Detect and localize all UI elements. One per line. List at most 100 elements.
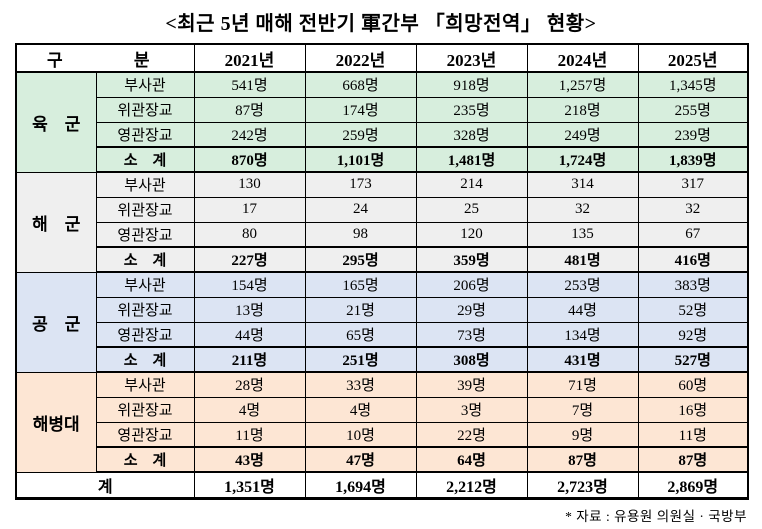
value-cell: 165명 [304,271,417,298]
total-value-cell: 2,723명 [526,471,639,499]
value-cell: 255명 [637,96,749,123]
value-cell: 668명 [304,71,417,98]
value-cell: 87명 [193,96,306,123]
header-cell-year-2021: 2021년 [193,43,306,73]
table-row: 위관장교 4명 4명 3명 7명 16명 [16,396,749,423]
value-cell: 52명 [637,296,749,323]
value-cell: 206명 [415,271,528,298]
value-cell: 174명 [304,96,417,123]
value-cell: 328명 [415,121,528,148]
value-cell: 32 [526,196,639,223]
value-cell: 3명 [415,396,528,423]
rank-cell: 부사관 [95,71,195,98]
table-row: 해병대 부사관 28명 33명 39명 71명 60명 [15,371,749,473]
value-cell: 918명 [415,71,528,98]
rank-cell: 위관장교 [95,396,195,423]
total-label: 계 [15,471,195,499]
value-cell: 80 [193,221,306,248]
value-cell: 87명 [526,446,639,473]
total-value-cell: 1,694명 [304,471,417,499]
value-cell: 43명 [193,446,306,473]
value-cell: 295명 [304,246,417,273]
rank-cell: 위관장교 [95,96,195,123]
value-cell: 134명 [526,321,639,348]
value-cell: 29명 [415,296,528,323]
rank-cell: 위관장교 [95,196,195,223]
rank-cell: 위관장교 [95,296,195,323]
value-cell: 1,724명 [526,146,639,173]
rank-cell: 영관장교 [95,421,195,448]
value-cell: 218명 [526,96,639,123]
value-cell: 227명 [193,246,306,273]
value-cell: 242명 [193,121,306,148]
value-cell: 251명 [304,346,417,373]
value-cell: 1,345명 [637,71,749,98]
value-cell: 92명 [637,321,749,348]
branch-cell-marines: 해병대 [15,371,97,473]
value-cell: 239명 [637,121,749,148]
value-cell: 9명 [526,421,639,448]
page-title: <최근 5년 매해 전반기 軍간부 「희망전역」 현황> [165,13,597,35]
value-cell: 44명 [193,321,306,348]
data-table: 구 분 2021년 2022년 2023년 2024년 2025년 육 군 부사… [15,43,749,500]
table-row: 육 군 부사관 541명 668명 918명 1,257명 1,345명 [15,71,749,173]
value-cell: 71명 [526,371,639,398]
subtotal-row-navy: 소 계 227명 295명 359명 481명 416명 [16,246,749,273]
value-cell: 431명 [526,346,639,373]
table-row: 위관장교 13명 21명 29명 44명 52명 [16,296,749,323]
value-cell: 98 [304,221,417,248]
value-cell: 154명 [193,271,306,298]
value-cell: 235명 [415,96,528,123]
value-cell: 11명 [193,421,306,448]
table-row: 영관장교 44명 65명 73명 134명 92명 [16,321,749,348]
value-cell: 527명 [637,346,749,373]
rank-cell: 부사관 [95,371,195,398]
rank-cell: 부사관 [95,171,195,198]
table-row: 위관장교 17 24 25 32 32 [16,196,749,223]
value-cell: 383명 [637,271,749,298]
value-cell: 4명 [304,396,417,423]
value-cell: 87명 [637,446,749,473]
table-row: 해 군 부사관 130 173 214 314 317 [15,171,749,273]
rank-cell: 소 계 [95,346,195,373]
header-cell-year-2024: 2024년 [526,43,639,73]
rank-cell: 영관장교 [95,121,195,148]
value-cell: 17 [193,196,306,223]
value-cell: 253명 [526,271,639,298]
value-cell: 481명 [526,246,639,273]
value-cell: 416명 [637,246,749,273]
rank-cell: 부사관 [95,271,195,298]
value-cell: 24 [304,196,417,223]
value-cell: 1,481명 [415,146,528,173]
value-cell: 259명 [304,121,417,148]
value-cell: 1,257명 [526,71,639,98]
value-cell: 130 [193,171,306,198]
value-cell: 214 [415,171,528,198]
value-cell: 33명 [304,371,417,398]
total-value-cell: 1,351명 [193,471,306,499]
value-cell: 73명 [415,321,528,348]
value-cell: 44명 [526,296,639,323]
value-cell: 120 [415,221,528,248]
value-cell: 249명 [526,121,639,148]
header-label-bun: 분 [133,50,150,70]
value-cell: 11명 [637,421,749,448]
header-row: 구 분 2021년 2022년 2023년 2024년 2025년 [15,43,749,73]
table-row: 공 군 부사관 154명 165명 206명 253명 383명 [15,271,749,373]
rank-cell: 소 계 [95,146,195,173]
value-cell: 25 [415,196,528,223]
value-cell: 135 [526,221,639,248]
table-row: 위관장교 87명 174명 235명 218명 255명 [16,96,749,123]
value-cell: 7명 [526,396,639,423]
total-value-cell: 2,869명 [637,471,749,499]
value-cell: 21명 [304,296,417,323]
header-cell-year-2022: 2022년 [304,43,417,73]
header-cell-gubun: 구 분 [15,43,195,73]
value-cell: 1,839명 [637,146,749,173]
value-cell: 359명 [415,246,528,273]
value-cell: 22명 [415,421,528,448]
source-note: * 자료 : 유용원 의원실 · 국방부 [565,509,747,524]
rank-cell: 영관장교 [95,321,195,348]
rank-cell: 소 계 [95,446,195,473]
value-cell: 308명 [415,346,528,373]
